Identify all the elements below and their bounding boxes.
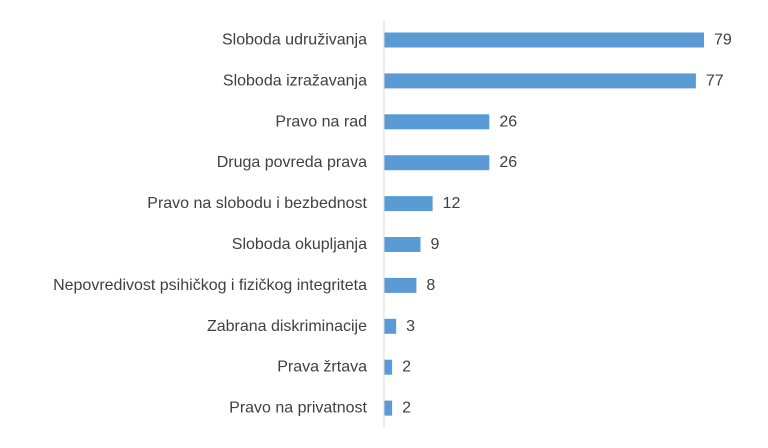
value-label-9: 2 xyxy=(402,359,411,376)
value-label-2: 77 xyxy=(706,72,724,89)
value-labels: 79 77 26 26 12 9 8 3 2 2 xyxy=(402,32,732,417)
category-label-2: Sloboda izražavanja xyxy=(223,72,367,89)
value-label-7: 8 xyxy=(426,277,435,294)
bar-5 xyxy=(384,196,433,212)
bar-9 xyxy=(384,359,393,375)
category-label-4: Druga povreda prava xyxy=(217,154,367,171)
value-label-8: 3 xyxy=(406,318,415,335)
category-labels: Sloboda udruživanja Sloboda izražavanja Pr… xyxy=(53,32,367,417)
bar-3 xyxy=(384,114,490,130)
bar-2 xyxy=(384,73,696,89)
category-label-5: Pravo na slobodu i bezbednost xyxy=(147,195,367,212)
value-label-5: 12 xyxy=(443,195,461,212)
value-label-10: 2 xyxy=(402,400,411,417)
bar-4 xyxy=(384,155,490,171)
bar-1 xyxy=(384,32,704,48)
category-label-3: Pravo na rad xyxy=(275,113,367,130)
category-label-9: Prava žrtava xyxy=(277,359,367,376)
category-label-1: Sloboda udruživanja xyxy=(222,32,367,49)
bar-7 xyxy=(384,277,417,293)
value-label-4: 26 xyxy=(499,154,517,171)
category-label-10: Pravo na privatnost xyxy=(229,400,367,417)
bars-layer xyxy=(384,32,704,416)
category-label-6: Sloboda okupljanja xyxy=(232,236,367,253)
bar-10 xyxy=(384,400,393,416)
value-label-3: 26 xyxy=(499,113,517,130)
category-label-8: Zabrana diskriminacije xyxy=(207,318,367,335)
value-label-6: 9 xyxy=(430,236,439,253)
bar-6 xyxy=(384,237,421,252)
value-label-1: 79 xyxy=(714,32,732,49)
category-label-7: Nepovredivost psihičkog i fizičkog integ… xyxy=(53,277,367,294)
bar-8 xyxy=(384,318,397,334)
